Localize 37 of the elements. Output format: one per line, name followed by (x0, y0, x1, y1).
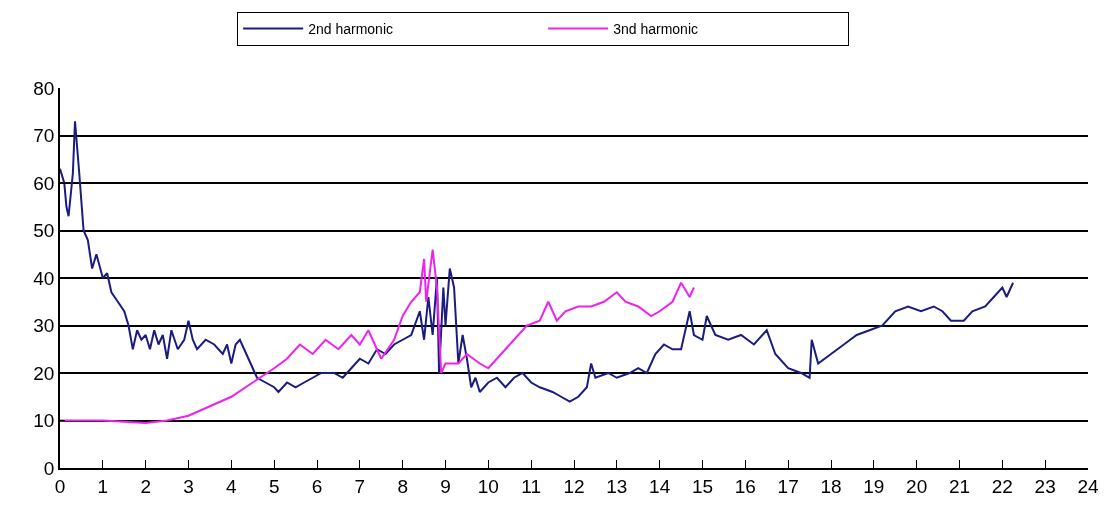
x-tick-label: 15 (691, 475, 714, 497)
x-tick-label: 2 (140, 475, 151, 497)
x-tick-label: 3 (183, 475, 194, 497)
y-tick-label: 60 (33, 172, 55, 194)
x-tick-label: 23 (1034, 475, 1056, 497)
x-tick-label: 6 (311, 475, 323, 497)
y-tick-label: 80 (33, 77, 55, 99)
y-tick-label: 20 (33, 362, 55, 384)
x-tick-label: 7 (354, 475, 366, 497)
legend-label: 3nd harmonic (613, 21, 698, 38)
x-tick-label: 17 (777, 475, 799, 497)
x-tick-label: 19 (863, 475, 885, 497)
x-tick-label: 14 (649, 475, 671, 497)
y-tick-label: 40 (33, 267, 55, 289)
x-tick-label: 22 (991, 475, 1013, 497)
x-tick-label: 21 (948, 475, 971, 497)
x-tick-label: 10 (477, 475, 499, 497)
y-tick-label: 50 (33, 220, 55, 242)
y-tick-label: 30 (33, 315, 55, 337)
x-tick-label: 9 (440, 475, 451, 497)
legend-label: 2nd harmonic (308, 21, 393, 38)
y-tick-label: 10 (33, 410, 55, 432)
x-tick-label: 13 (606, 475, 628, 497)
x-tick-label: 12 (563, 475, 585, 497)
line-series (60, 120, 1015, 403)
x-tick-label: 1 (97, 475, 109, 497)
y-tick-label: 70 (33, 125, 55, 147)
x-tick-label: 18 (820, 475, 842, 497)
x-tick-label: 8 (397, 475, 408, 497)
y-tick-label: 0 (43, 457, 55, 479)
line-series (60, 248, 695, 424)
x-tick-label: 11 (521, 475, 542, 497)
x-tick-label: 5 (268, 475, 280, 497)
x-tick-label: 16 (734, 475, 756, 497)
x-tick-label: 4 (226, 475, 238, 497)
x-tick-label: 20 (906, 475, 928, 497)
x-tick-label: 24 (1077, 475, 1099, 497)
